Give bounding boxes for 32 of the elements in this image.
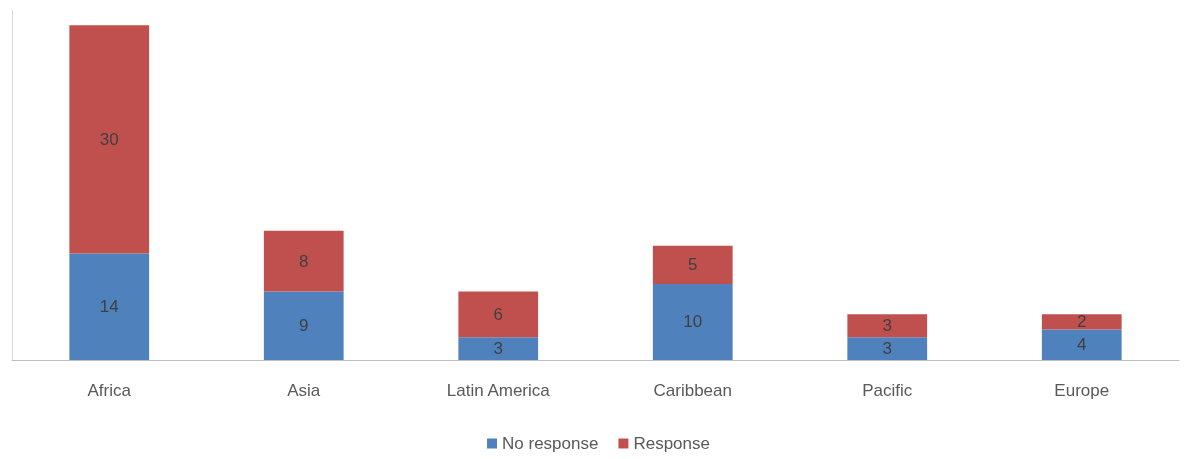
x-tick-label: Caribbean [653,381,732,400]
x-tick-label: Africa [87,381,132,400]
x-tick-label: Asia [287,381,321,400]
data-label: 4 [1077,335,1087,355]
x-tick-label: Pacific [862,381,913,400]
data-label: 5 [688,255,698,275]
bar [847,314,928,338]
bar [69,253,150,360]
bar [458,291,539,338]
bar [1041,329,1122,360]
data-label: 10 [683,312,703,332]
bar [263,230,344,292]
bar [69,25,150,254]
x-tick-label: Latin America [446,381,551,400]
data-label: 3 [493,339,503,359]
legend-label: Response [633,434,710,453]
x-tick-label: Europe [1054,381,1110,400]
bar [652,283,733,360]
data-label: 3 [882,339,892,359]
bar [1041,314,1122,330]
legend-label: No response [502,434,599,453]
data-label: 8 [299,251,309,271]
bar [263,291,344,360]
data-label: 14 [99,297,119,317]
data-label: 2 [1077,312,1087,332]
bar [652,245,733,284]
data-label: 3 [882,316,892,336]
data-label: 9 [299,316,309,336]
bar [847,337,928,360]
bar [458,337,539,360]
data-label: 30 [99,129,119,149]
data-label: 6 [493,304,503,324]
